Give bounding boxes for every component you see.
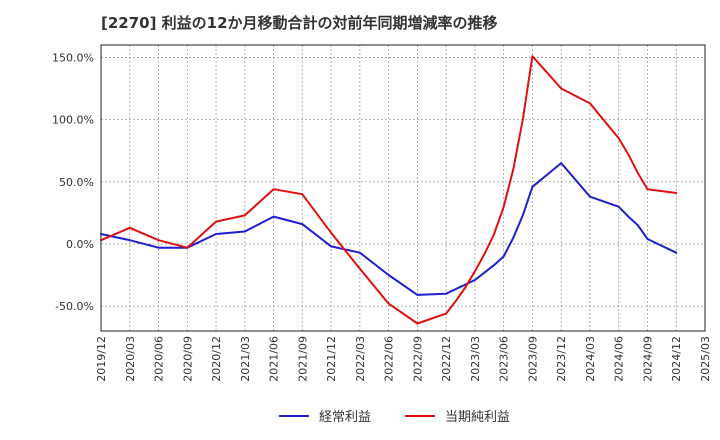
x-tick-label: 2024/03 bbox=[584, 336, 597, 382]
series-layer bbox=[100, 55, 678, 325]
x-axis: 2019/12 2020/03 2020/06 2020/09 2020/12 2021/… bbox=[95, 336, 712, 382]
x-tick-label: 2021/06 bbox=[268, 336, 281, 382]
x-tick-label: 2021/09 bbox=[296, 336, 309, 382]
x-tick-label: 2024/06 bbox=[613, 336, 626, 382]
legend-label: 経常利益 bbox=[319, 410, 371, 425]
y-tick-label: 0.0% bbox=[66, 238, 94, 251]
series-line bbox=[100, 162, 678, 296]
x-tick-label: 2025/03 bbox=[699, 336, 712, 382]
x-tick-label: 2023/12 bbox=[555, 336, 568, 382]
y-axis: 150.0% 100.0% 50.0% 0.0% -50.0% bbox=[52, 51, 94, 313]
x-tick-label: 2024/09 bbox=[641, 336, 654, 382]
x-tick-label: 2020/09 bbox=[181, 336, 194, 382]
x-tick-label: 2022/09 bbox=[411, 336, 424, 382]
grid-layer bbox=[100, 45, 706, 331]
x-tick-label: 2022/03 bbox=[354, 336, 367, 382]
series-line bbox=[100, 55, 678, 325]
x-tick-label: 2021/12 bbox=[325, 336, 338, 382]
x-tick-label: 2022/12 bbox=[440, 336, 453, 382]
x-tick-label: 2020/06 bbox=[153, 336, 166, 382]
y-tick-label: 150.0% bbox=[52, 51, 94, 64]
x-tick-label: 2019/12 bbox=[95, 336, 108, 382]
x-tick-label: 2022/06 bbox=[383, 336, 396, 382]
plot-frame bbox=[100, 44, 706, 332]
legend-label: 当期純利益 bbox=[445, 410, 510, 425]
legend: 経常利益 当期純利益 bbox=[279, 410, 510, 425]
x-tick-label: 2020/03 bbox=[124, 336, 137, 382]
x-tick-label: 2021/03 bbox=[239, 336, 252, 382]
y-tick-label: 100.0% bbox=[52, 114, 94, 127]
y-tick-label: -50.0% bbox=[55, 300, 94, 313]
x-tick-label: 2023/06 bbox=[498, 336, 511, 382]
x-tick-label: 2020/12 bbox=[210, 336, 223, 382]
x-tick-label: 2024/12 bbox=[670, 336, 683, 382]
chart-title: [2270] 利益の12か月移動合計の対前年同期増減率の推移 bbox=[101, 14, 498, 32]
x-tick-label: 2023/09 bbox=[526, 336, 539, 382]
y-tick-label: 50.0% bbox=[59, 176, 94, 189]
x-tick-label: 2023/03 bbox=[469, 336, 482, 382]
